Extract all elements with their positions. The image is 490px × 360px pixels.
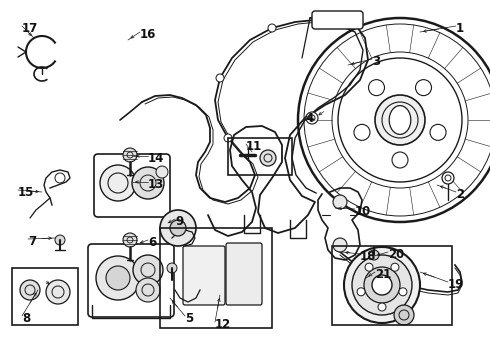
Circle shape xyxy=(55,235,65,245)
FancyBboxPatch shape xyxy=(312,11,363,29)
Circle shape xyxy=(167,263,177,273)
Circle shape xyxy=(352,255,412,315)
Text: 4: 4 xyxy=(305,112,313,125)
Bar xyxy=(160,228,272,328)
Text: 18: 18 xyxy=(360,250,376,263)
Circle shape xyxy=(344,247,420,323)
Circle shape xyxy=(364,267,400,303)
Text: 10: 10 xyxy=(355,205,371,218)
Text: 6: 6 xyxy=(148,236,156,249)
Circle shape xyxy=(392,152,408,168)
Circle shape xyxy=(156,166,168,178)
Circle shape xyxy=(224,134,232,142)
Circle shape xyxy=(369,250,379,260)
Circle shape xyxy=(442,172,454,184)
Text: 3: 3 xyxy=(372,55,380,68)
Circle shape xyxy=(375,95,425,145)
FancyBboxPatch shape xyxy=(183,246,225,305)
Circle shape xyxy=(268,24,276,32)
Circle shape xyxy=(132,167,164,199)
Circle shape xyxy=(106,266,130,290)
Text: 11: 11 xyxy=(246,140,262,153)
Text: 16: 16 xyxy=(140,28,156,41)
Text: 12: 12 xyxy=(215,318,231,331)
Circle shape xyxy=(416,80,432,96)
Text: 1: 1 xyxy=(456,22,464,35)
Circle shape xyxy=(368,80,385,96)
Circle shape xyxy=(430,124,446,140)
Bar xyxy=(12,268,78,325)
Circle shape xyxy=(333,195,347,209)
Circle shape xyxy=(399,288,407,296)
Circle shape xyxy=(354,124,370,140)
Circle shape xyxy=(123,233,137,247)
Text: 8: 8 xyxy=(22,312,30,325)
FancyBboxPatch shape xyxy=(88,244,174,317)
Text: 19: 19 xyxy=(448,278,465,291)
Text: 14: 14 xyxy=(148,152,164,165)
Circle shape xyxy=(394,305,414,325)
Circle shape xyxy=(55,173,65,183)
Text: 7: 7 xyxy=(28,235,36,248)
Ellipse shape xyxy=(389,105,411,134)
FancyBboxPatch shape xyxy=(226,243,262,305)
Circle shape xyxy=(96,256,140,300)
Bar xyxy=(332,246,452,325)
Circle shape xyxy=(100,165,136,201)
Circle shape xyxy=(333,238,347,252)
FancyBboxPatch shape xyxy=(94,154,170,217)
Circle shape xyxy=(160,210,196,246)
Circle shape xyxy=(378,303,386,311)
Text: 9: 9 xyxy=(175,215,183,228)
Circle shape xyxy=(365,263,373,271)
Circle shape xyxy=(46,280,70,304)
Text: 13: 13 xyxy=(148,178,164,191)
Bar xyxy=(228,138,292,175)
Circle shape xyxy=(136,278,160,302)
Circle shape xyxy=(391,263,399,271)
Text: 17: 17 xyxy=(22,22,38,35)
Circle shape xyxy=(357,288,365,296)
Circle shape xyxy=(133,255,163,285)
Circle shape xyxy=(123,148,137,162)
Text: 15: 15 xyxy=(18,186,34,199)
Text: 2: 2 xyxy=(456,188,464,201)
Text: 5: 5 xyxy=(185,312,193,325)
Circle shape xyxy=(170,220,186,236)
Circle shape xyxy=(306,112,318,124)
Text: 21: 21 xyxy=(375,268,391,281)
Circle shape xyxy=(372,275,392,295)
Circle shape xyxy=(20,280,40,300)
Text: 20: 20 xyxy=(388,248,404,261)
Circle shape xyxy=(216,74,224,82)
Circle shape xyxy=(260,150,276,166)
